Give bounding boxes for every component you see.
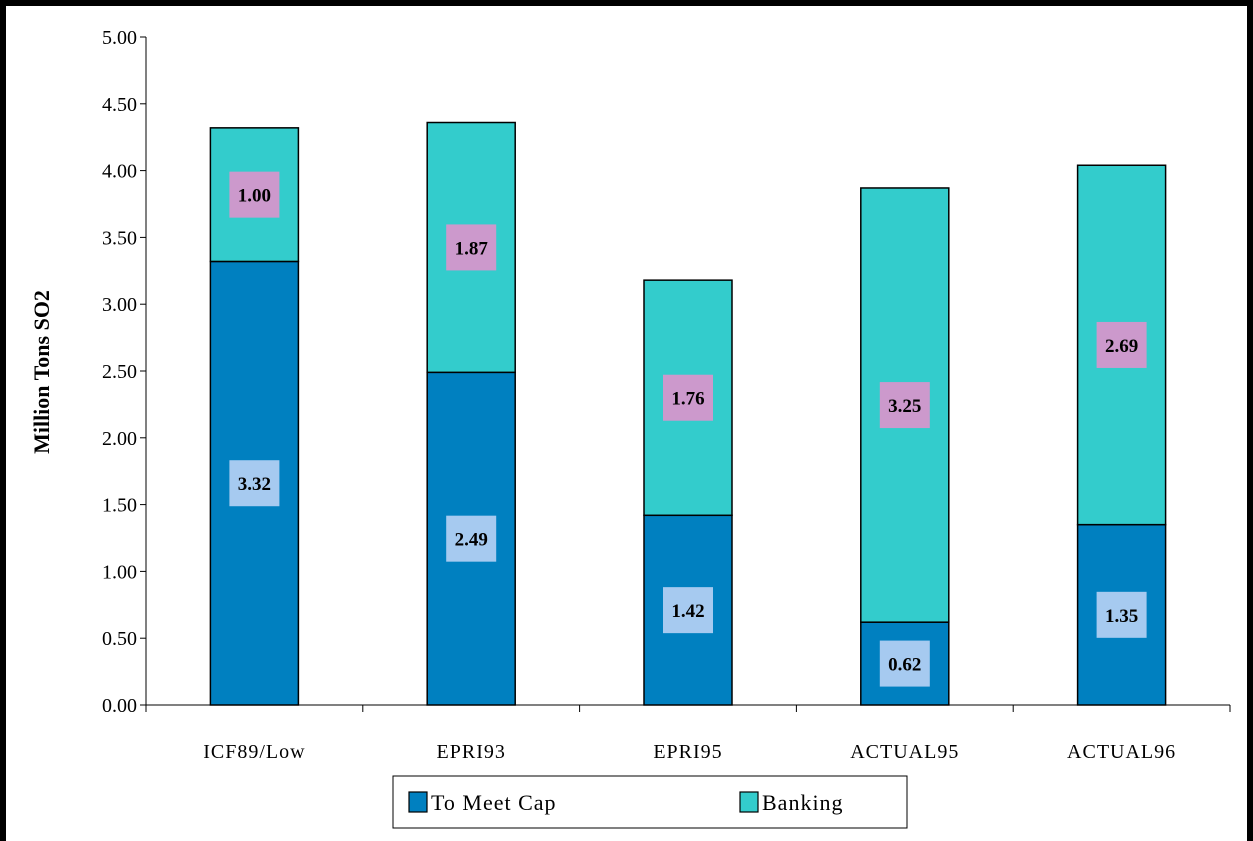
legend-label: Banking bbox=[762, 790, 844, 815]
y-tick-label: 0.50 bbox=[102, 628, 137, 650]
chart-frame-right bbox=[1247, 0, 1253, 841]
legend-box bbox=[392, 775, 908, 829]
data-label-box bbox=[663, 587, 713, 634]
y-tick-label: 5.00 bbox=[102, 27, 137, 49]
legend: To Meet Cap Banking bbox=[392, 775, 908, 829]
y-tick-label: 0.00 bbox=[102, 695, 137, 717]
data-label-box bbox=[229, 171, 280, 218]
y-axis-label: Million Tons SO2 bbox=[29, 290, 54, 454]
x-tick-label: ACTUAL95 bbox=[850, 741, 959, 763]
data-label: 1.42 bbox=[671, 601, 704, 622]
y-tick-label: 1.00 bbox=[102, 561, 137, 583]
y-tick-label: 3.00 bbox=[102, 294, 137, 316]
y-tick-label: 4.50 bbox=[102, 94, 137, 116]
y-tick-label: 1.50 bbox=[102, 495, 137, 517]
x-tick-label: EPRI95 bbox=[653, 741, 722, 763]
legend-label: To Meet Cap bbox=[431, 790, 557, 815]
x-tick-label: EPRI93 bbox=[437, 741, 506, 763]
data-label-box bbox=[879, 640, 930, 687]
bar-segment-banking bbox=[209, 127, 300, 263]
y-tick-label: 4.00 bbox=[102, 161, 137, 183]
data-label-box bbox=[446, 224, 497, 271]
plot-area: 0.00 0.50 1.00 1.50 2.00 2.50 3.00 3.50 4.00 4.50… bbox=[102, 27, 1231, 763]
legend-swatch-to-meet-cap bbox=[408, 791, 428, 813]
y-tick-label: 2.00 bbox=[102, 428, 137, 450]
y-tick-label: 3.50 bbox=[102, 227, 137, 249]
data-label: 2.69 bbox=[1105, 336, 1138, 357]
x-tick-label: ACTUAL96 bbox=[1067, 741, 1176, 763]
data-label: 1.00 bbox=[238, 186, 271, 207]
data-label: 0.62 bbox=[888, 655, 921, 676]
x-tick-label: ICF89/Low bbox=[203, 741, 305, 763]
data-label-box bbox=[229, 460, 280, 507]
data-label-box bbox=[663, 374, 713, 421]
data-label-box bbox=[1096, 591, 1147, 638]
legend-swatch-banking bbox=[739, 791, 759, 813]
data-label: 1.35 bbox=[1105, 606, 1138, 627]
data-label-box bbox=[879, 382, 930, 429]
chart-frame-top bbox=[0, 0, 1253, 6]
data-label-box bbox=[1096, 321, 1147, 368]
data-label: 3.32 bbox=[238, 474, 271, 495]
data-label: 3.25 bbox=[888, 396, 921, 417]
chart-frame-left bbox=[0, 0, 6, 841]
data-label: 1.87 bbox=[455, 238, 489, 259]
data-label: 1.76 bbox=[671, 389, 704, 410]
y-tick-label: 2.50 bbox=[102, 361, 137, 383]
data-label: 2.49 bbox=[455, 530, 488, 551]
data-label-box bbox=[446, 515, 497, 562]
